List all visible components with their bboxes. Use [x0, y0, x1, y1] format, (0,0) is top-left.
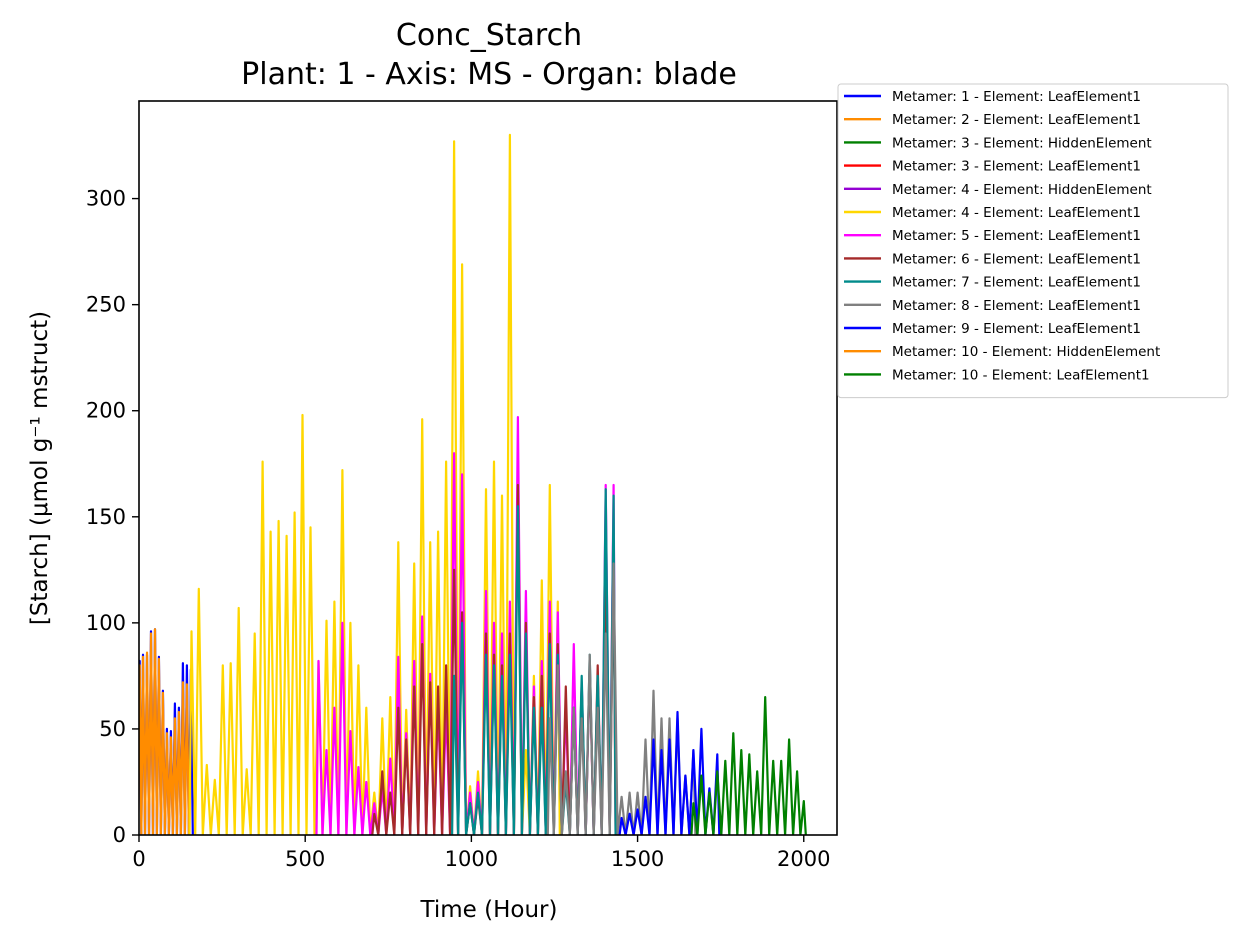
y-tick-label: 50 — [99, 717, 126, 741]
legend-label: Metamer: 3 - Element: LeafElement1 — [892, 159, 1141, 175]
series-line-2 — [139, 628, 190, 835]
legend: Metamer: 1 - Element: LeafElement1 Metame… — [837, 83, 1229, 399]
legend-box — [837, 83, 1229, 399]
axis-ticks: 0 500 1000 1500 2000 0 50 100 150 200 250 300 — [86, 187, 831, 871]
y-axis-label: [Starch] (μmol g⁻¹ mstruct) — [27, 311, 53, 625]
x-tick-label: 2000 — [777, 847, 830, 871]
x-tick-label: 0 — [132, 847, 145, 871]
chart-subtitle: Plant: 1 - Axis: MS - Organ: blade — [241, 57, 737, 92]
legend-label: Metamer: 4 - Element: LeafElement1 — [892, 205, 1141, 221]
legend-label: Metamer: 8 - Element: LeafElement1 — [892, 298, 1141, 314]
x-tick-label: 500 — [285, 847, 325, 871]
legend-label: Metamer: 6 - Element: LeafElement1 — [892, 251, 1141, 267]
legend-label: Metamer: 10 - Element: HiddenElement — [892, 344, 1160, 360]
x-axis-label: Time (Hour) — [420, 897, 558, 923]
legend-label: Metamer: 7 - Element: LeafElement1 — [892, 275, 1141, 291]
y-tick-label: 250 — [86, 293, 126, 317]
legend-label: Metamer: 3 - Element: HiddenElement — [892, 135, 1152, 151]
x-tick-label: 1500 — [611, 847, 664, 871]
legend-label: Metamer: 1 - Element: LeafElement1 — [892, 89, 1141, 105]
legend-label: Metamer: 10 - Element: LeafElement1 — [892, 367, 1150, 383]
y-tick-label: 150 — [86, 505, 126, 529]
series-line-13 — [690, 696, 807, 835]
chart-title: Conc_Starch — [396, 18, 582, 53]
legend-label: Metamer: 4 - Element: HiddenElement — [892, 182, 1152, 198]
y-tick-label: 0 — [113, 823, 126, 847]
y-tick-label: 300 — [86, 187, 126, 211]
y-tick-label: 200 — [86, 399, 126, 423]
plot-frame — [138, 100, 838, 836]
legend-label: Metamer: 5 - Element: LeafElement1 — [892, 228, 1141, 244]
legend-label: Metamer: 2 - Element: LeafElement1 — [892, 112, 1141, 128]
plot-area — [139, 133, 807, 835]
x-tick-label: 1000 — [445, 847, 498, 871]
y-tick-label: 100 — [86, 611, 126, 635]
legend-label: Metamer: 9 - Element: LeafElement1 — [892, 321, 1141, 337]
